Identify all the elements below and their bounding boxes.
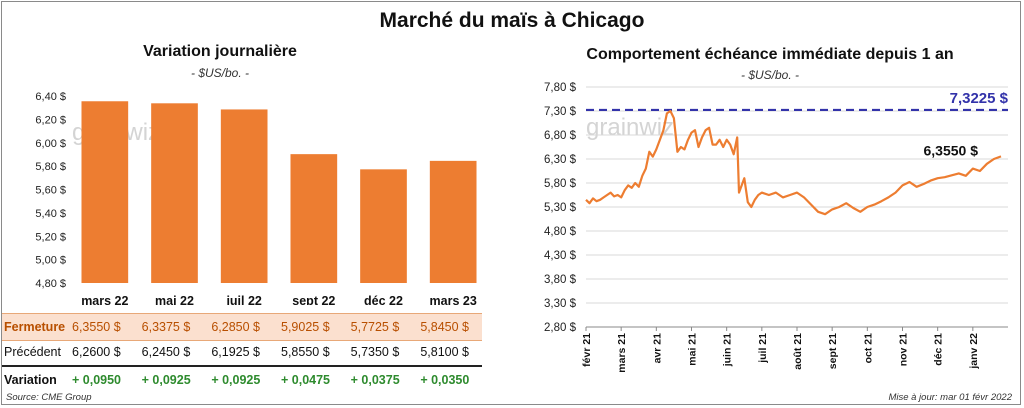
bar-series xyxy=(81,101,477,284)
table-cell: 5,8550 $ xyxy=(281,345,330,359)
x-tick-label: mai 22 xyxy=(155,294,194,305)
x-tick-label: mars 23 xyxy=(430,294,477,305)
price-table: Fermeture 6,3550 $ 6,3375 $ 6,2850 $ 5,9025… xyxy=(0,0,500,408)
x-tick-label: juil 22 xyxy=(225,294,261,305)
y-tick-label: 5,30 $ xyxy=(544,202,577,214)
table-cell: 5,8100 $ xyxy=(420,345,469,359)
update-note: Mise à jour: mar 01 févr 2022 xyxy=(888,392,1012,403)
x-tick-label: mars 22 xyxy=(81,294,128,305)
source-note: Source: CME Group xyxy=(6,392,92,403)
y-tick-label: 4,80 $ xyxy=(35,278,66,290)
y-tick-label: 6,40 $ xyxy=(35,91,66,103)
table-cell: + 0,0950 xyxy=(72,373,122,387)
last-price-label: 6,3550 $ xyxy=(924,142,979,158)
x-tick-label: mai 21 xyxy=(687,333,699,366)
y-tick-label: 3,80 $ xyxy=(544,274,577,286)
x-tick-label: oct 21 xyxy=(862,333,874,364)
table-cell: 5,9025 $ xyxy=(281,320,330,334)
watermark: grainwiz xyxy=(586,114,674,141)
y-tick-label: 4,30 $ xyxy=(544,250,577,262)
bar xyxy=(151,103,198,283)
bar-y-axis: 4,80 $ 5,00 $ 5,20 $ 5,40 $ 5,60 $ 5,80 $ 6,00… xyxy=(35,91,66,290)
table-cell: 5,8450 $ xyxy=(420,320,469,334)
table-row-fermeture: Fermeture 6,3550 $ 6,3375 $ 6,2850 $ 5,9025… xyxy=(2,313,482,341)
y-tick-label: 4,80 $ xyxy=(544,226,577,238)
table-cell: + 0,0375 xyxy=(350,373,400,387)
y-tick-label: 5,20 $ xyxy=(35,231,66,243)
table-cell: 6,2450 $ xyxy=(141,345,191,359)
x-tick-label: juil 21 xyxy=(757,333,769,364)
row-label: Fermeture xyxy=(4,320,66,334)
bar xyxy=(290,154,338,283)
table-cell: + 0,0475 xyxy=(281,373,331,387)
table-cell: + 0,0350 xyxy=(420,373,470,387)
x-tick-label: sept 21 xyxy=(827,333,839,369)
x-tick-label: déc 21 xyxy=(933,333,945,366)
x-tick-label: févr 21 xyxy=(581,333,593,367)
reference-label: 7,3225 $ xyxy=(950,90,1009,107)
y-tick-label: 6,30 $ xyxy=(544,154,577,166)
x-tick-label: janv 22 xyxy=(968,333,980,370)
y-tick-label: 5,40 $ xyxy=(35,208,66,220)
line-chart-title: Comportement échéance immédiate depuis 1… xyxy=(586,46,954,63)
y-tick-label: 5,00 $ xyxy=(35,255,66,267)
table-cell: 5,7725 $ xyxy=(350,320,400,334)
y-tick-label: 5,80 $ xyxy=(544,178,577,190)
table-cell: 6,1925 $ xyxy=(211,345,260,359)
y-tick-label: 7,30 $ xyxy=(544,106,577,118)
table-cell: 6,2600 $ xyxy=(72,345,121,359)
bar xyxy=(429,160,477,283)
line-x-axis: févr 21 mars 21 avr 21 mai 21 juin 21 juil 21… xyxy=(581,326,1008,373)
y-tick-label: 6,80 $ xyxy=(544,130,577,142)
page-title: Marché du maïs à Chicago xyxy=(379,9,645,32)
x-tick-label: nov 21 xyxy=(898,333,910,366)
price-line xyxy=(585,109,1002,216)
y-tick-label: 6,00 $ xyxy=(35,138,66,150)
table-cell: + 0,0925 xyxy=(211,373,261,387)
bar-chart-unit: - $US/bo. - xyxy=(190,66,250,80)
x-tick-label: déc 22 xyxy=(364,294,403,305)
y-tick-label: 3,30 $ xyxy=(544,298,577,310)
table-cell: + 0,0925 xyxy=(141,373,191,387)
table-cell: 6,3375 $ xyxy=(141,320,191,334)
table-cell: 6,3550 $ xyxy=(72,320,121,334)
y-tick-label: 2,80 $ xyxy=(544,322,577,334)
bar xyxy=(360,169,407,283)
line-chart: grainwiz 2,80 $ 3,30 $ 3,80 $ 4,30 $ 4,80 $ 5… xyxy=(544,82,1009,373)
x-tick-label: juin 21 xyxy=(722,333,734,367)
x-tick-label: avr 21 xyxy=(651,333,663,364)
table-cell: 5,7350 $ xyxy=(350,345,400,359)
bar-chart: grainwiz 4,80 $5,00 $5,20 $5,40 $5,60 $5… xyxy=(35,91,477,305)
table-cell: 6,2850 $ xyxy=(211,320,260,334)
row-label: Variation xyxy=(4,373,57,387)
line-y-axis: 2,80 $ 3,30 $ 3,80 $ 4,30 $ 4,80 $ 5,30 $ 5,80… xyxy=(544,82,1008,334)
bar-x-axis: mars 22 mai 22 juil 22 sept 22 déc 22 mars 23 xyxy=(81,294,477,305)
table-row-precedent: Précédent 6,2600 $ 6,2450 $ 6,1925 $ 5,8550… xyxy=(2,339,482,365)
x-tick-label: sept 22 xyxy=(292,294,335,305)
bar xyxy=(220,109,268,283)
y-tick-label: 7,80 $ xyxy=(544,82,577,94)
bar xyxy=(81,101,129,284)
row-label: Précédent xyxy=(4,345,61,359)
y-tick-label: 5,60 $ xyxy=(35,185,66,197)
y-tick-label: 5,80 $ xyxy=(35,161,66,173)
table-row-variation: Variation + 0,0950 + 0,0925 + 0,0925 + 0,04… xyxy=(2,365,482,393)
line-chart-unit: - $US/bo. - xyxy=(740,68,800,82)
y-tick-label: 6,20 $ xyxy=(35,114,66,126)
bar-chart-title: Variation journalière xyxy=(143,43,297,60)
x-tick-label: mars 21 xyxy=(616,333,628,373)
x-tick-label: août 21 xyxy=(792,333,804,370)
